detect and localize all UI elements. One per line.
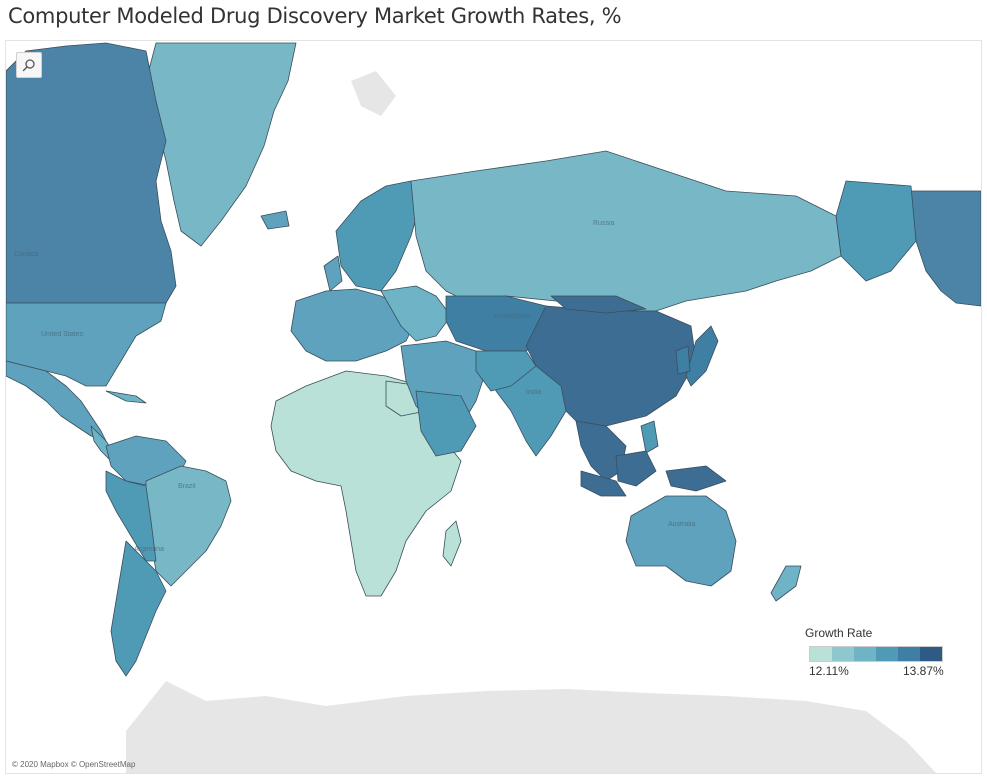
region-new-zealand: [770, 565, 802, 602]
country-label: Russia: [593, 220, 615, 227]
legend-color-scale: [809, 646, 943, 662]
region-mongolia: [550, 295, 647, 314]
region-philippines: [640, 420, 659, 454]
region-argentina-chile: [110, 540, 167, 677]
map-view[interactable]: Canada United States Brazil Russia China…: [5, 40, 982, 774]
region-iceland: [260, 210, 290, 230]
legend-swatch-2: [832, 647, 854, 661]
region-alaska: [910, 190, 981, 307]
page-title: Computer Modeled Drug Discovery Market G…: [8, 4, 622, 28]
map-attribution[interactable]: © 2020 Mapbox © OpenStreetMap: [12, 760, 136, 769]
legend-max-label: 13.87%: [903, 664, 944, 678]
region-indonesia-1: [580, 470, 627, 497]
legend-swatch-4: [876, 647, 898, 661]
region-indonesia-2: [615, 450, 657, 487]
region-madagascar: [442, 520, 462, 567]
country-label: Australia: [668, 521, 696, 528]
legend-swatch-6: [920, 647, 942, 661]
color-legend: Growth Rate 12.11% 13.87%: [805, 626, 955, 680]
region-svalbard: [351, 71, 396, 116]
region-canada: [6, 42, 177, 304]
region-peru-bolivia: [105, 470, 157, 562]
region-korea: [675, 345, 691, 375]
magnifier-icon: [22, 59, 35, 72]
country-label: Kazakhstan: [494, 313, 531, 320]
region-southeast-asia: [575, 420, 627, 482]
region-pakistan-afg: [475, 350, 537, 392]
legend-title: Growth Rate: [805, 626, 873, 640]
region-arabia: [415, 390, 477, 457]
region-east-russia-far: [835, 180, 917, 282]
region-western-europe: [290, 288, 417, 362]
region-uk: [323, 255, 343, 292]
legend-swatch-5: [898, 647, 920, 661]
region-eastern-europe: [380, 285, 452, 342]
country-label: Canada: [14, 251, 39, 258]
country-label: India: [526, 389, 542, 396]
region-australia: [625, 495, 737, 587]
region-caribbean: [105, 390, 147, 404]
country-label: United States: [41, 331, 84, 338]
legend-swatch-3: [854, 647, 876, 661]
region-japan: [685, 325, 719, 387]
region-indonesia-3: [665, 465, 727, 492]
map-search-button[interactable]: [16, 52, 42, 78]
region-scandinavia: [335, 180, 422, 292]
legend-ticks: 12.11% 13.87%: [805, 664, 955, 680]
region-antarctica: [126, 681, 936, 773]
region-russia: [410, 150, 842, 312]
country-label: China: [582, 348, 601, 355]
country-label: Argentina: [134, 546, 164, 553]
legend-swatch-1: [810, 647, 832, 661]
region-india: [490, 365, 567, 457]
legend-min-label: 12.11%: [809, 664, 849, 678]
world-map[interactable]: [6, 41, 981, 773]
country-label: Brazil: [178, 483, 196, 490]
